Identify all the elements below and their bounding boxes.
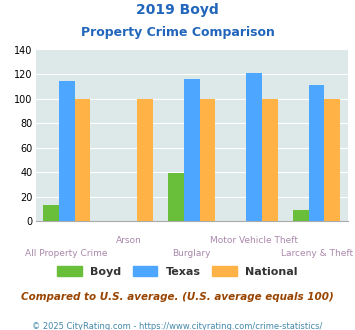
- Bar: [309, 85, 324, 221]
- Bar: [200, 99, 215, 221]
- Bar: [43, 205, 59, 221]
- Bar: [75, 99, 90, 221]
- Text: Property Crime Comparison: Property Crime Comparison: [81, 26, 274, 39]
- Text: All Property Crime: All Property Crime: [26, 249, 108, 258]
- Text: Motor Vehicle Theft: Motor Vehicle Theft: [210, 236, 298, 245]
- Bar: [184, 79, 200, 221]
- Text: © 2025 CityRating.com - https://www.cityrating.com/crime-statistics/: © 2025 CityRating.com - https://www.city…: [32, 322, 323, 330]
- Bar: [168, 173, 184, 221]
- Bar: [324, 99, 340, 221]
- Text: Larceny & Theft: Larceny & Theft: [280, 249, 353, 258]
- Text: Arson: Arson: [116, 236, 142, 245]
- Bar: [262, 99, 278, 221]
- Legend: Boyd, Texas, National: Boyd, Texas, National: [53, 261, 302, 281]
- Bar: [137, 99, 153, 221]
- Text: Burglary: Burglary: [173, 249, 211, 258]
- Text: Compared to U.S. average. (U.S. average equals 100): Compared to U.S. average. (U.S. average …: [21, 292, 334, 302]
- Bar: [293, 210, 309, 221]
- Bar: [246, 73, 262, 221]
- Text: 2019 Boyd: 2019 Boyd: [136, 3, 219, 17]
- Bar: [59, 82, 75, 221]
